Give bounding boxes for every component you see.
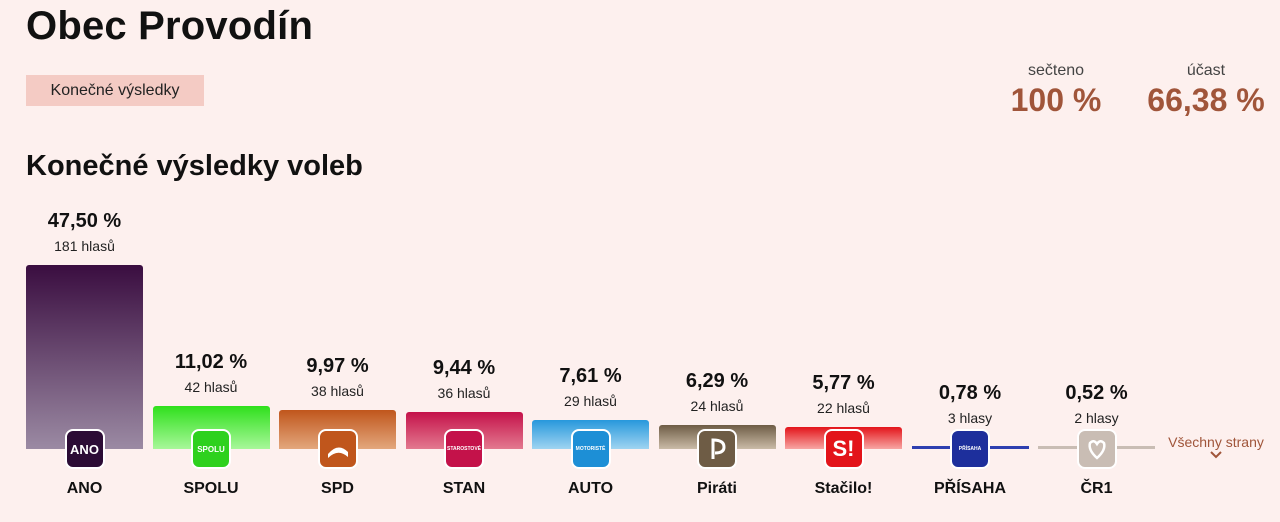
page-title: Obec Provodín xyxy=(26,4,314,48)
votes-label-4: 36 hlasů xyxy=(437,385,491,402)
turnout-label: účast xyxy=(1186,62,1226,79)
party-name-1: ANO xyxy=(66,480,103,497)
spolu-logo-icon: SPOLU xyxy=(191,429,231,469)
bar-1 xyxy=(26,265,143,449)
pirati-logo-icon xyxy=(697,429,737,469)
status-badge: Konečné výsledky xyxy=(26,75,204,106)
value-label-9: 0,52 % xyxy=(1065,382,1128,404)
value-label-5: 7,61 % xyxy=(559,364,622,387)
counted-value: 100 % xyxy=(1010,82,1102,118)
ano-logo-icon: ANO xyxy=(64,429,105,469)
counted-label: sečteno xyxy=(1027,62,1085,79)
value-label-7: 5,77 % xyxy=(812,371,875,394)
votes-label-1: 181 hlasů xyxy=(54,238,115,254)
value-label-8: 0,78 % xyxy=(938,382,1002,404)
all-parties-label: Všechny strany xyxy=(1168,434,1264,450)
value-label-3: 9,97 % xyxy=(306,355,369,378)
stan-logo-icon: STAROSTOVÉ xyxy=(444,429,484,469)
counted-stat: sečteno 100 % xyxy=(1006,62,1106,119)
party-name-8: PŘÍSAHA xyxy=(933,480,1006,497)
votes-label-6: 24 hlasů xyxy=(690,397,744,414)
value-label-1: 47,50 % xyxy=(47,210,122,232)
value-label-4: 9,44 % xyxy=(432,357,496,380)
prisaha-logo-icon: PŘÍSAHA xyxy=(950,429,990,469)
votes-label-8: 3 hlasy xyxy=(947,410,993,426)
party-name-3: SPD xyxy=(321,480,354,497)
spd-logo-icon xyxy=(317,429,358,469)
votes-label-9: 2 hlasy xyxy=(1074,410,1119,426)
stacilo-logo-icon: S! xyxy=(823,429,864,469)
votes-label-2: 42 hlasů xyxy=(184,379,238,396)
chevron-down-icon xyxy=(1210,451,1222,459)
party-name-6: Piráti xyxy=(696,480,737,497)
votes-label-3: 38 hlasů xyxy=(311,383,364,400)
value-label-6: 6,29 % xyxy=(685,369,749,392)
turnout-stat: účast 66,38 % xyxy=(1140,62,1272,119)
cr1-logo-icon xyxy=(1076,429,1117,469)
party-name-4: STAN xyxy=(442,480,486,497)
motoriste-logo-icon: MOTORISTÉ xyxy=(570,429,611,469)
section-title: Konečné výsledky voleb xyxy=(26,150,363,182)
votes-label-5: 29 hlasů xyxy=(564,392,617,409)
party-name-7: Stačilo! xyxy=(814,480,873,497)
party-name-9: ČR1 xyxy=(1080,480,1113,497)
value-label-2: 11,02 % xyxy=(174,351,248,374)
turnout-value: 66,38 % xyxy=(1147,82,1265,118)
all-parties-link[interactable]: Všechny strany xyxy=(1160,434,1272,460)
party-name-5: AUTO xyxy=(567,480,614,497)
votes-label-7: 22 hlasů xyxy=(817,399,870,416)
party-name-2: SPOLU xyxy=(183,480,239,497)
